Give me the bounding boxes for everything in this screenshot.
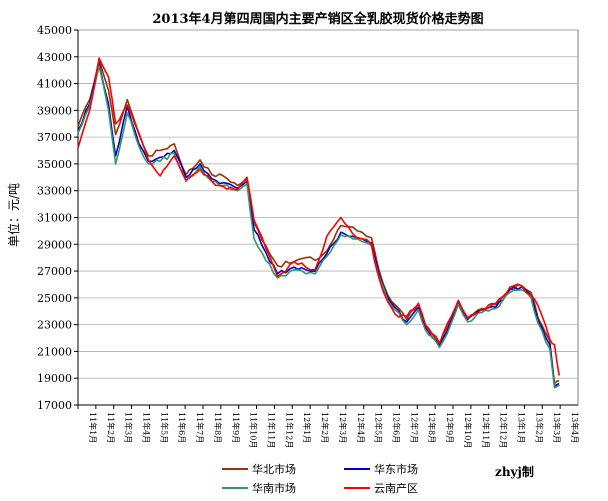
y-tick-label: 21000 <box>37 345 72 358</box>
x-tick-label: 13年4月 <box>570 412 580 443</box>
y-tick-label: 39000 <box>37 104 72 117</box>
x-tick-label: 12年11月 <box>481 412 491 448</box>
y-tick-label: 29000 <box>37 238 72 251</box>
x-tick-label: 11年10月 <box>249 412 259 448</box>
x-tick-label: 12年10月 <box>463 412 473 448</box>
x-tick-label: 12年7月 <box>409 412 419 443</box>
y-axis: 17000 19000 21000 23000 25000 27000 29000 31000… <box>37 24 578 412</box>
y-tick-label: 41000 <box>37 78 72 91</box>
y-tick-label: 45000 <box>37 24 72 37</box>
x-tick-label: 11年1月 <box>88 412 98 443</box>
x-tick-label: 12年8月 <box>427 412 437 443</box>
legend-label: 华北市场 <box>252 462 296 476</box>
x-tick-label: 11年12月 <box>284 412 294 448</box>
x-tick-label: 13年3月 <box>552 412 562 443</box>
x-tick-label: 11年7月 <box>195 412 205 443</box>
chart-title: 2013年4月第四周国内主要产销区全乳胶现货价格走势图 <box>152 11 483 27</box>
x-tick-label: 12年4月 <box>356 412 366 443</box>
x-axis: 11年1月 11年2月 11年3月 11年4月 11年5月 11年6月 11年7月 11年8月… <box>77 405 580 448</box>
x-tick-label: 13年1月 <box>517 412 527 443</box>
x-tick-label: 12年12月 <box>499 412 509 448</box>
y-tick-label: 31000 <box>37 212 72 225</box>
x-tick-label: 11年3月 <box>124 412 134 443</box>
x-tick-label: 12年9月 <box>445 412 455 443</box>
y-tick-label: 33000 <box>37 185 72 198</box>
x-tick-label: 11年8月 <box>213 412 223 443</box>
x-tick-label: 12年1月 <box>302 412 312 443</box>
x-tick-label: 11年2月 <box>106 412 116 443</box>
x-tick-label: 11年4月 <box>142 412 152 443</box>
y-tick-label: 23000 <box>37 319 72 332</box>
y-tick-label: 19000 <box>37 372 72 385</box>
chart-annotation: zhyj制 <box>495 464 534 479</box>
y-tick-label: 25000 <box>37 292 72 305</box>
y-axis-label: 单位：元/吨 <box>6 183 21 247</box>
x-tick-label: 12年2月 <box>320 412 330 443</box>
legend-label: 云南产区 <box>374 481 418 495</box>
x-tick-label: 11年6月 <box>177 412 187 443</box>
y-tick-label: 37000 <box>37 131 72 144</box>
x-tick-label: 11年11月 <box>267 412 277 448</box>
x-tick-label: 12年5月 <box>374 412 384 443</box>
series-line <box>77 65 560 389</box>
y-tick-label: 27000 <box>37 265 72 278</box>
y-tick-label: 17000 <box>37 399 72 412</box>
x-tick-label: 12年3月 <box>338 412 348 443</box>
x-tick-label: 11年5月 <box>159 412 169 443</box>
x-tick-label: 13年2月 <box>534 412 544 443</box>
x-tick-label: 12年6月 <box>392 412 402 443</box>
y-tick-label: 35000 <box>37 158 72 171</box>
legend-label: 华南市场 <box>252 481 296 495</box>
legend-label: 华东市场 <box>374 462 418 476</box>
x-tick-label: 11年9月 <box>231 412 241 443</box>
y-tick-label: 43000 <box>37 51 72 64</box>
series-line <box>77 57 560 376</box>
series-lines <box>77 57 560 389</box>
